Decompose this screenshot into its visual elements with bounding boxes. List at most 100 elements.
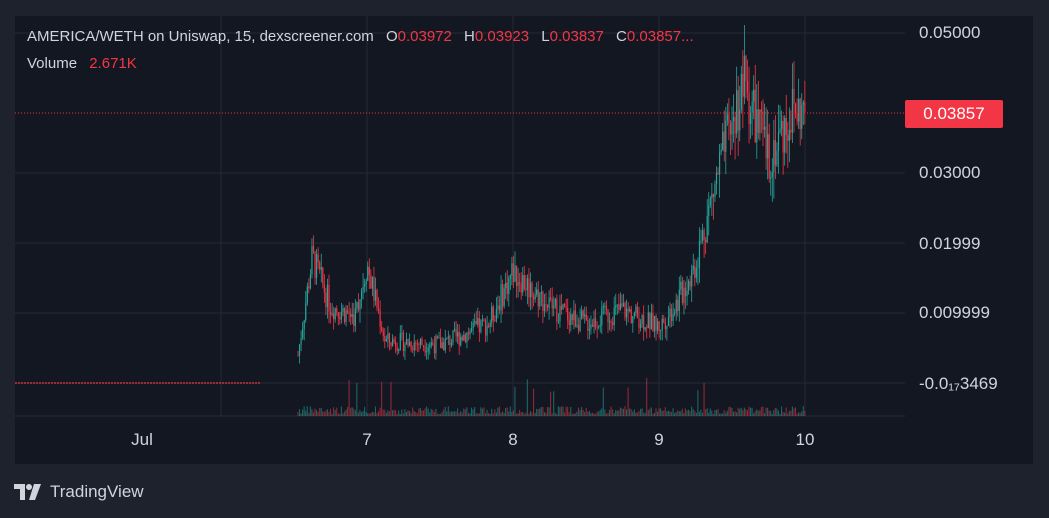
candle-body xyxy=(649,312,651,330)
volume-bar xyxy=(663,410,665,416)
candle-body xyxy=(618,304,620,310)
candle-body xyxy=(302,329,304,339)
volume-bar xyxy=(582,409,584,416)
volume-bar xyxy=(311,409,313,416)
open-label: O xyxy=(385,28,398,45)
volume-bar xyxy=(494,409,496,416)
candle-body xyxy=(326,284,329,308)
volume-bar xyxy=(644,412,646,416)
volume-bar xyxy=(511,411,513,416)
volume-bar xyxy=(723,410,725,416)
volume-bar xyxy=(612,409,614,416)
candle-body xyxy=(728,114,730,124)
volume-bar xyxy=(799,413,801,416)
volume-bar xyxy=(773,409,775,416)
volume-bar xyxy=(576,411,578,416)
volume-bar xyxy=(714,410,716,416)
volume-bar xyxy=(605,413,607,416)
chart-frame[interactable]: AMERICA/WETH on Uniswap, 15, dexscreener… xyxy=(15,16,1033,464)
volume-bar xyxy=(641,408,643,416)
candle-body xyxy=(401,332,403,334)
volume-bar xyxy=(379,407,381,416)
volume-bar xyxy=(570,406,572,416)
volume-bar xyxy=(519,410,521,416)
tradingview-logo[interactable]: TradingView xyxy=(14,482,144,502)
price-chart[interactable] xyxy=(15,16,1033,464)
volume-bar xyxy=(500,412,502,416)
candle-body xyxy=(756,109,758,143)
volume-bar xyxy=(415,411,417,416)
candle-body xyxy=(706,215,708,243)
candle-body xyxy=(658,321,660,332)
candle-body xyxy=(655,315,657,331)
volume-bar xyxy=(350,407,352,416)
candle-body xyxy=(615,305,617,308)
candle-body xyxy=(579,319,581,332)
volume-bar xyxy=(356,383,358,416)
volume-bar xyxy=(771,413,773,416)
volume-bar xyxy=(672,408,674,416)
candle-body xyxy=(474,321,476,323)
candle-body xyxy=(546,304,549,308)
candle-body xyxy=(362,286,364,291)
volume-bar xyxy=(788,410,790,416)
candle-body xyxy=(440,337,442,348)
volume-bar xyxy=(319,407,321,416)
volume-bar xyxy=(560,406,562,416)
volume-bar xyxy=(745,409,747,416)
volume-bar xyxy=(669,411,671,416)
volume-bar xyxy=(505,408,507,416)
high-value: 0.03923 xyxy=(474,28,530,45)
volume-bar xyxy=(705,409,707,416)
volume-bar xyxy=(317,411,319,416)
volume-bar xyxy=(398,410,400,416)
candle-body xyxy=(647,312,649,329)
candle-body xyxy=(630,309,632,323)
candle-body xyxy=(712,193,714,198)
candle-body xyxy=(653,315,656,332)
candle-body xyxy=(754,89,756,143)
candle-body xyxy=(405,338,408,345)
candle-body xyxy=(677,299,679,311)
volume-bar xyxy=(387,410,389,416)
volume-bar xyxy=(407,410,409,416)
volume-bar xyxy=(782,412,784,416)
candle-body xyxy=(782,121,784,153)
candle-body xyxy=(613,307,615,326)
volume-bar xyxy=(602,387,604,416)
candle-body xyxy=(340,311,342,320)
volume-bar xyxy=(652,413,654,416)
volume-bar xyxy=(520,412,522,416)
volume-bar xyxy=(709,408,711,416)
open-value: 0.03972 xyxy=(397,28,452,45)
candle-body xyxy=(342,308,344,312)
volume-bar xyxy=(486,409,488,416)
candle-body xyxy=(328,284,330,312)
candle-body xyxy=(413,342,415,351)
volume-bar xyxy=(551,413,553,416)
candle-body xyxy=(540,291,542,294)
volume-bar xyxy=(404,409,406,416)
candle-body xyxy=(526,278,528,290)
candle-body xyxy=(585,314,587,320)
candle-body xyxy=(457,332,459,337)
volume-bar xyxy=(302,409,304,416)
candle-body xyxy=(737,90,739,131)
candle-body xyxy=(384,335,386,342)
candle-body xyxy=(633,312,635,317)
candle-body xyxy=(536,289,538,295)
candle-body xyxy=(670,308,673,321)
candle-body xyxy=(646,327,648,329)
volume-bar xyxy=(711,410,713,416)
volume-bar xyxy=(767,407,769,416)
candle-body xyxy=(517,282,519,286)
volume-bar xyxy=(559,407,561,416)
candle-body xyxy=(478,318,480,333)
volume-bar xyxy=(421,410,423,416)
volume-bar xyxy=(402,413,404,416)
candle-body xyxy=(619,303,621,310)
candle-body xyxy=(488,325,490,327)
candle-body xyxy=(509,275,511,279)
candle-body xyxy=(793,88,795,104)
candle-body xyxy=(788,129,790,141)
